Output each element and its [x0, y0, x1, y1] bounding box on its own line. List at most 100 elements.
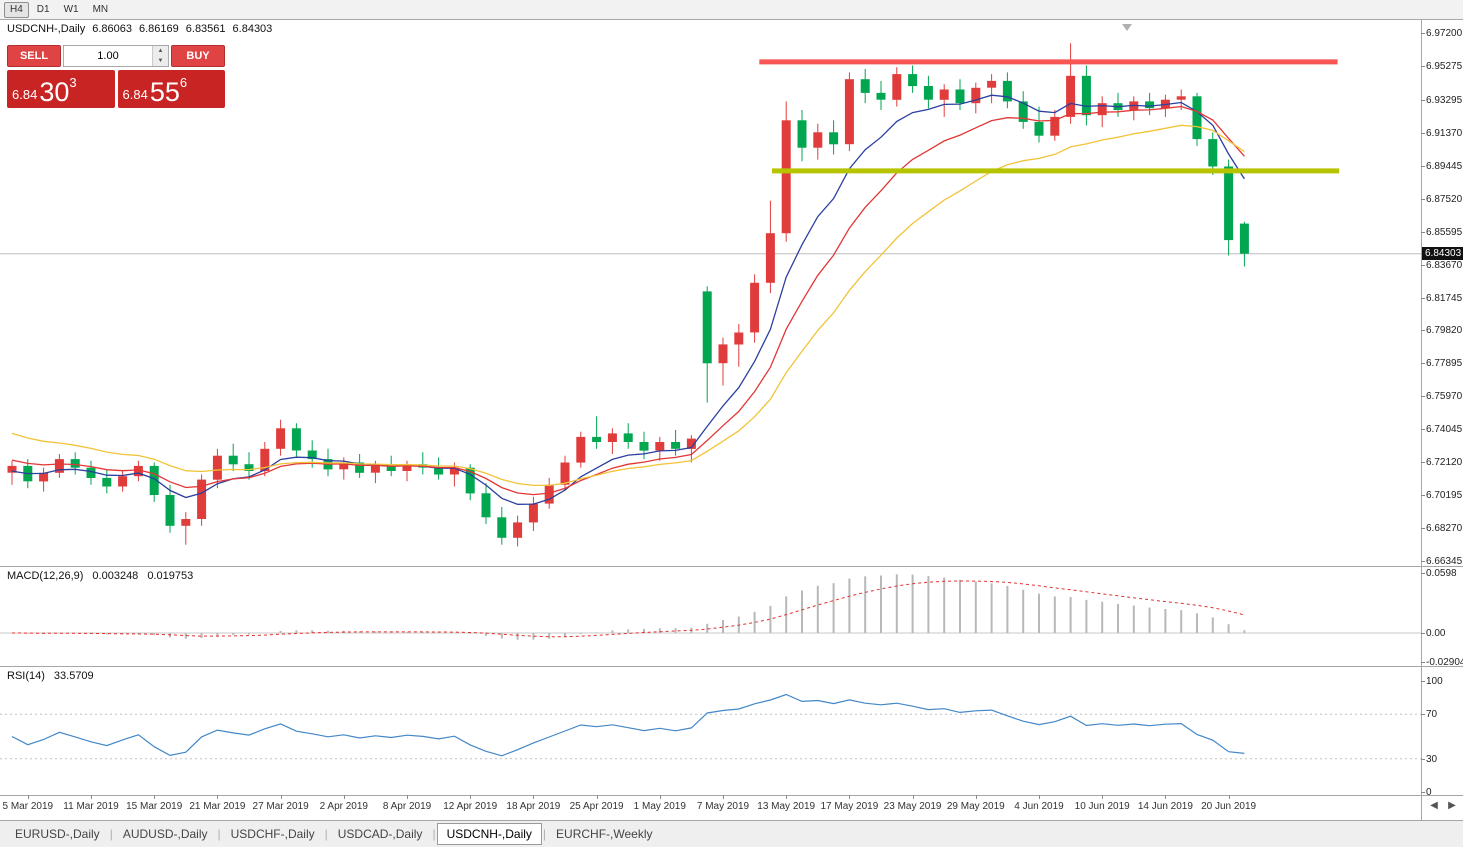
buy-button[interactable]: BUY: [171, 45, 225, 67]
bid-quote-box[interactable]: 6.84 30 3: [7, 70, 115, 108]
macd-axis-label: 0.0598: [1426, 568, 1457, 579]
date-axis-label: 11 Mar 2019: [63, 801, 119, 812]
volume-down-button[interactable]: ▼: [153, 56, 168, 66]
date-axis-label: 20 Jun 2019: [1201, 801, 1257, 812]
date-axis-label: 10 Jun 2019: [1074, 801, 1130, 812]
tab-divider: |: [542, 827, 547, 841]
date-axis-tick: [217, 795, 219, 799]
volume-up-button[interactable]: ▲: [153, 46, 168, 56]
price-axis-tick: [1421, 132, 1425, 134]
macd-axis-tick: [1421, 573, 1425, 574]
price-axis-label: 6.79820: [1426, 325, 1463, 337]
quote-high: 6.86169: [139, 23, 179, 35]
symbol-timeframe: USDCNH-,Daily: [7, 23, 86, 35]
rsi-name: RSI(14): [7, 670, 45, 682]
price-axis-tick: [1421, 561, 1425, 562]
price-axis-tick: [1421, 198, 1425, 200]
date-axis-label: 7 May 2019: [696, 801, 750, 812]
date-axis-label: 8 Apr 2019: [382, 801, 432, 812]
nav-right-icon: ▶: [1448, 800, 1456, 811]
volume-field: ▲ ▼: [63, 45, 169, 67]
rsi-axis-tick: [1421, 758, 1425, 760]
timeframe-button-h4[interactable]: H4: [4, 1, 29, 18]
panel-separator-macd[interactable]: [0, 566, 1463, 567]
date-axis-tick: [975, 795, 977, 799]
ask-quote-box[interactable]: 6.84 55 6: [117, 70, 225, 108]
trade-controls-row: SELL ▲ ▼ BUY: [7, 45, 225, 67]
chart-tab-usdcnhdaily[interactable]: USDCNH-,Daily: [436, 823, 542, 845]
macd-axis-tick: [1421, 662, 1425, 664]
date-axis-tick: [407, 795, 408, 799]
price-axis-tick: [1421, 495, 1425, 497]
tab-divider: |: [324, 827, 328, 841]
date-axis-label: 13 May 2019: [757, 801, 816, 812]
sell-button[interactable]: SELL: [7, 45, 61, 67]
date-axis-tick: [659, 795, 661, 799]
rsi-axis-label: 70: [1426, 709, 1438, 721]
price-axis-label: 6.83670: [1426, 259, 1463, 271]
chart-tab-usdchfdaily[interactable]: USDCHF-,Daily: [230, 827, 315, 841]
price-axis-label: 6.68270: [1426, 523, 1463, 535]
price-axis-label: 6.93295: [1426, 94, 1463, 106]
panel-separator-rsi[interactable]: [0, 666, 1463, 667]
price-axis-tick: [1421, 99, 1425, 101]
scroll-left-button[interactable]: ◀: [1426, 800, 1442, 811]
panel-separator-tabs: [0, 820, 1463, 821]
bid-figure: 6.84: [12, 87, 38, 102]
date-axis-tick: [1102, 795, 1104, 799]
date-axis-label: 15 Mar 2019: [126, 801, 183, 812]
macd-value-signal: 0.019753: [147, 570, 194, 582]
rsi-axis-tick: [1421, 681, 1425, 682]
ohlc-readout: USDCNH-,Daily 6.86063 6.86169 6.83561 6.8430…: [7, 23, 279, 35]
ma-mid-line: [11, 105, 1245, 496]
timeframe-button-d1[interactable]: D1: [31, 2, 56, 18]
date-axis-tick: [1165, 795, 1167, 799]
price-axis-label: 6.77895: [1426, 358, 1463, 370]
chart-tab-eurusddaily[interactable]: EURUSD-,Daily: [15, 827, 100, 841]
timeframe-button-mn[interactable]: MN: [87, 2, 115, 18]
price-axis-label: 6.97200: [1426, 28, 1463, 39]
date-axis-label: 18 Apr 2019: [506, 801, 561, 812]
volume-input[interactable]: [64, 46, 152, 66]
price-scale-separator: [1421, 20, 1422, 820]
price-axis-label: 6.66345: [1426, 556, 1463, 567]
date-axis-label: 27 Mar 2019: [252, 801, 309, 812]
tab-divider: |: [109, 827, 113, 841]
chart-shift-marker-icon[interactable]: [1122, 24, 1132, 31]
price-axis-tick: [1421, 297, 1425, 299]
volume-spinner: ▲ ▼: [152, 46, 168, 66]
timeframe-button-w1[interactable]: W1: [58, 2, 85, 18]
price-axis-label: 6.95275: [1426, 60, 1463, 72]
chart-tab-audusddaily[interactable]: AUDUSD-,Daily: [122, 827, 208, 841]
panel-separator-dates: [0, 795, 1463, 796]
price-axis-tick: [1421, 363, 1425, 365]
date-axis-tick: [533, 795, 535, 799]
price-axis-label: 6.91370: [1426, 127, 1463, 139]
macd-axis-label: 0.00: [1426, 628, 1446, 639]
date-axis-tick: [849, 795, 851, 799]
date-axis-tick: [786, 795, 788, 799]
macd-axis-tick: [1421, 633, 1425, 634]
date-axis-label: 12 Apr 2019: [443, 801, 498, 812]
rsi-axis-tick: [1421, 714, 1425, 716]
price-axis-label: 6.72120: [1426, 457, 1463, 469]
price-axis-tick: [1421, 33, 1425, 34]
chart-tab-eurchfweekly[interactable]: EURCHF-,Weekly: [556, 827, 653, 841]
price-axis-label: 6.81745: [1426, 292, 1463, 304]
ask-pips: 55: [149, 77, 180, 107]
chart-tab-usdcaddaily[interactable]: USDCAD-,Daily: [337, 827, 423, 841]
macd-name: MACD(12,26,9): [7, 570, 84, 582]
date-axis-tick: [1039, 795, 1040, 799]
scroll-right-button[interactable]: ▶: [1444, 800, 1460, 811]
price-axis-label: 6.75970: [1426, 391, 1463, 403]
price-axis-tick: [1421, 165, 1425, 167]
tab-divider: |: [432, 827, 436, 841]
quote-boxes-row: 6.84 30 3 6.84 55 6: [7, 70, 225, 108]
macd-label: MACD(12,26,9) 0.003248 0.019753: [7, 570, 202, 582]
date-axis-label: 21 Mar 2019: [189, 801, 246, 812]
macd-signal-line: [11, 580, 1245, 638]
date-axis-label: 5 Mar 2019: [2, 801, 54, 812]
rsi-line: [11, 693, 1245, 757]
price-axis-tick: [1421, 429, 1425, 431]
